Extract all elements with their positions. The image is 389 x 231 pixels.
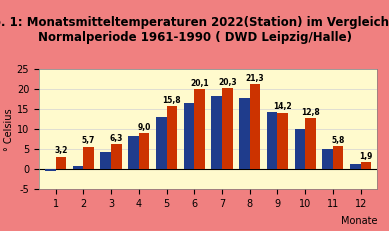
Bar [305,118,316,169]
Bar [294,129,305,169]
Text: 12,8: 12,8 [301,108,320,117]
Bar [139,133,149,169]
Bar [73,166,83,169]
Bar [100,152,111,169]
Y-axis label: ° Celsius: ° Celsius [4,108,14,151]
Text: Abb. 1: Monatsmitteltemperaturen 2022(Station) im Vergleich zur
Normalperiode 19: Abb. 1: Monatsmitteltemperaturen 2022(St… [0,16,389,44]
Text: 14,2: 14,2 [273,102,292,111]
Bar [239,98,250,169]
Bar [83,147,94,169]
Text: 20,1: 20,1 [190,79,209,88]
Text: 1,9: 1,9 [359,152,373,161]
Bar [222,88,233,169]
Bar [361,162,371,169]
Bar [184,103,194,169]
Text: 9,0: 9,0 [137,123,151,132]
Bar [194,89,205,169]
Text: 5,7: 5,7 [82,136,95,145]
Bar [45,169,56,171]
Bar [166,106,177,169]
Bar [156,117,166,169]
Text: 21,3: 21,3 [246,74,264,83]
Bar [212,96,222,169]
Bar [267,112,277,169]
Bar [250,84,260,169]
Bar [111,144,122,169]
Bar [277,112,288,169]
Bar [56,157,66,169]
Bar [350,164,361,169]
Text: 5,8: 5,8 [331,136,345,145]
Text: 6,3: 6,3 [110,134,123,143]
Text: 3,2: 3,2 [54,146,68,155]
Bar [128,136,139,169]
Text: 15,8: 15,8 [163,96,181,105]
Bar [322,149,333,169]
Bar [333,146,343,169]
Text: Monate: Monate [341,216,377,226]
Text: 20,3: 20,3 [218,78,237,87]
